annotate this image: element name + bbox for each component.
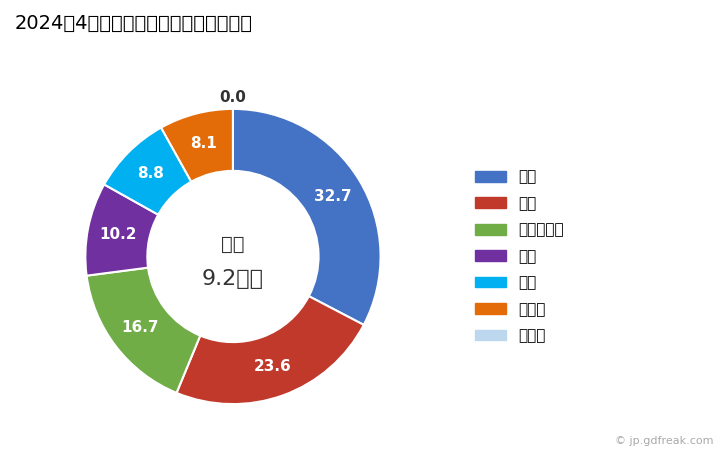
Text: 0.0: 0.0 [220,90,246,104]
Wedge shape [233,109,381,325]
Text: 16.7: 16.7 [122,320,159,335]
Text: 総額: 総額 [221,235,245,254]
Text: 2024年4月の輸出相手国のシェア（％）: 2024年4月の輸出相手国のシェア（％） [15,14,253,32]
Text: 32.7: 32.7 [314,189,352,203]
Legend: タイ, 米国, マレーシア, 中国, 英国, インド, その他: タイ, 米国, マレーシア, 中国, 英国, インド, その他 [470,163,570,350]
Wedge shape [104,127,191,215]
Wedge shape [161,109,233,182]
Text: 23.6: 23.6 [254,359,292,374]
Text: 10.2: 10.2 [100,227,137,242]
Text: 8.1: 8.1 [190,136,217,151]
Wedge shape [176,296,364,404]
Wedge shape [85,184,158,276]
Text: 9.2億円: 9.2億円 [202,269,264,288]
Wedge shape [87,268,200,393]
Text: © jp.gdfreak.com: © jp.gdfreak.com [615,436,713,446]
Text: 8.8: 8.8 [137,166,164,181]
